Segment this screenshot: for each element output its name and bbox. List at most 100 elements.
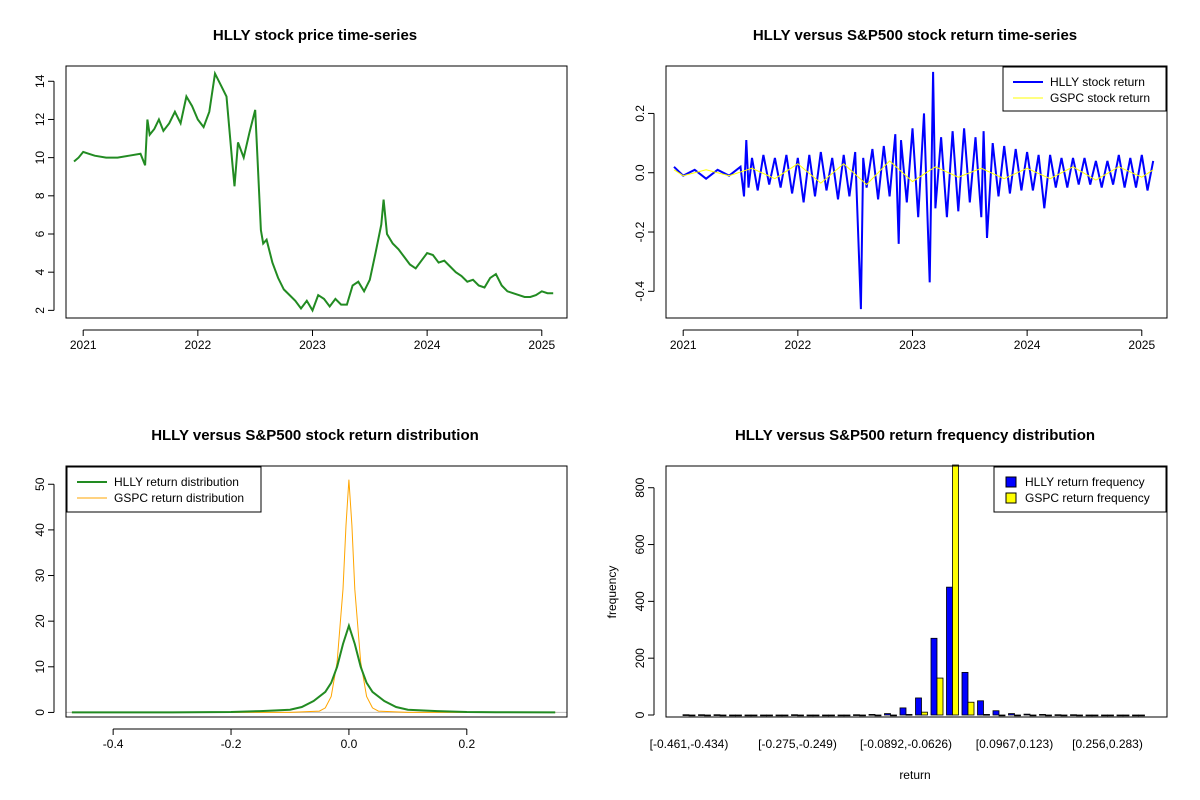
frequency-y-tick-label: 800 xyxy=(633,477,647,497)
price-y-tick-label: 8 xyxy=(33,192,47,199)
distribution-y-axis: 0 10 20 30 40 50 xyxy=(33,477,55,716)
frequency-x-tick-label: [0.256,0.283) xyxy=(1072,737,1143,751)
frequency-plot-frame xyxy=(665,465,1168,718)
frequency-chart-title: HLLY versus S&P500 return frequency dist… xyxy=(735,427,1095,444)
price-x-tick-label: 2023 xyxy=(299,338,326,352)
distribution-legend-hlly-label: HLLY return distribution xyxy=(114,475,239,489)
hlly-frequency-bar xyxy=(1070,714,1077,716)
price-chart-title: HLLY stock price time-series xyxy=(213,27,417,44)
returns-x-tick-label: 2021 xyxy=(670,338,697,352)
gspc-frequency-bar xyxy=(1076,714,1083,717)
hlly-frequency-bar xyxy=(775,714,783,717)
price-y-axis: 2 4 6 8 10 12 14 xyxy=(33,74,55,314)
returns-plot-frame xyxy=(665,65,1168,319)
returns-x-tick-label: 2025 xyxy=(1128,338,1155,352)
hlly-frequency-bar xyxy=(1023,713,1031,716)
gspc-density-line xyxy=(71,479,556,713)
distribution-y-tick-label: 0 xyxy=(33,709,47,716)
distribution-legend-box xyxy=(66,466,262,513)
frequency-y-label: frequency xyxy=(605,566,619,619)
hlly-frequency-bar xyxy=(992,710,1000,716)
hlly-frequency-bar xyxy=(884,713,891,716)
frequency-y-tick-label: 400 xyxy=(633,591,647,611)
gspc-frequency-bar xyxy=(890,714,897,717)
distribution-plot-area xyxy=(66,479,567,714)
frequency-plot-area xyxy=(682,464,1145,717)
returns-x-tick-label: 2023 xyxy=(899,338,926,352)
distribution-x-tick-label: 0.0 xyxy=(341,737,358,751)
hlly-frequency-bar xyxy=(837,714,845,717)
frequency-x-tick-label: [-0.275,-0.249) xyxy=(758,737,837,751)
price-x-tick-label: 2024 xyxy=(414,338,441,352)
returns-y-tick-label: 0.0 xyxy=(633,164,647,181)
frequency-legend-hlly-label: HLLY return frequency xyxy=(1025,475,1145,489)
hlly-frequency-bar xyxy=(1054,714,1062,716)
distribution-x-tick-label: -0.2 xyxy=(221,737,242,751)
distribution-x-tick-label: -0.4 xyxy=(103,737,124,751)
gspc-frequency-bar xyxy=(983,714,990,716)
gspc-frequency-bar xyxy=(1138,714,1145,717)
frequency-legend-gspc-label: GSPC return frequency xyxy=(1025,491,1150,505)
distribution-y-tick-label: 50 xyxy=(33,477,47,491)
gspc-frequency-bar xyxy=(859,714,866,717)
frequency-x-tick-label: [-0.461,-0.434) xyxy=(650,737,729,751)
panel-distribution: HLLY versus S&P500 stock return distribu… xyxy=(33,427,568,751)
gspc-frequency-bar xyxy=(1107,714,1114,717)
frequency-legend-gspc-swatch xyxy=(1005,492,1017,504)
gspc-frequency-bar xyxy=(766,714,773,717)
hlly-frequency-bar xyxy=(915,697,922,716)
gspc-frequency-bar xyxy=(905,714,913,716)
gspc-frequency-bar xyxy=(843,714,851,717)
price-x-tick-label: 2021 xyxy=(70,338,97,352)
returns-x-tick-label: 2022 xyxy=(784,338,811,352)
returns-legend-box xyxy=(1002,66,1167,112)
frequency-x-tick-label: [-0.0892,-0.0626) xyxy=(860,737,952,751)
gspc-frequency-bar xyxy=(874,714,882,717)
hlly-density-line xyxy=(71,622,556,714)
distribution-x-tick-label: 0.2 xyxy=(458,737,475,751)
hlly-frequency-bar xyxy=(930,637,938,716)
gspc-frequency-bar xyxy=(719,714,727,717)
hlly-frequency-bar xyxy=(977,700,984,716)
returns-chart-title: HLLY versus S&P500 stock return time-ser… xyxy=(753,27,1077,44)
gspc-frequency-bar xyxy=(781,714,789,717)
price-y-tick-label: 14 xyxy=(33,74,47,88)
frequency-x-label: return xyxy=(899,768,930,782)
gspc-frequency-bar xyxy=(688,714,696,717)
distribution-y-tick-label: 40 xyxy=(33,523,47,537)
price-series-line xyxy=(73,70,554,313)
gspc-frequency-bar xyxy=(812,714,820,717)
price-y-tick-label: 10 xyxy=(33,151,47,165)
gspc-frequency-bar xyxy=(735,714,742,717)
panel-frequency: HLLY versus S&P500 return frequency dist… xyxy=(605,427,1168,782)
frequency-legend-hlly-swatch xyxy=(1005,476,1017,488)
price-x-axis: 2021 2022 2023 2024 2025 xyxy=(70,329,555,352)
hlly-frequency-bar xyxy=(682,714,690,716)
frequency-legend: HLLY return frequency GSPC return freque… xyxy=(993,466,1167,513)
returns-x-tick-label: 2024 xyxy=(1014,338,1041,352)
frequency-x-axis: [-0.461,-0.434) [-0.275,-0.249) [-0.0892,-… xyxy=(650,737,1143,751)
hlly-frequency-bar xyxy=(946,586,953,716)
gspc-frequency-bar xyxy=(952,464,959,716)
hlly-frequency-bar xyxy=(806,714,814,717)
hlly-frequency-bar xyxy=(791,714,798,716)
returns-legend: HLLY stock return GSPC stock return xyxy=(1002,66,1167,112)
returns-y-tick-label: -0.4 xyxy=(633,281,647,302)
distribution-y-tick-label: 30 xyxy=(33,569,47,583)
gspc-frequency-bar xyxy=(936,677,944,716)
frequency-y-tick-label: 0 xyxy=(633,711,647,718)
frequency-y-tick-label: 600 xyxy=(633,534,647,554)
gspc-frequency-bar xyxy=(1122,714,1130,717)
gspc-frequency-bar xyxy=(1045,714,1052,717)
hlly-return-line xyxy=(673,71,1155,310)
frequency-x-tick-label: [0.0967,0.123) xyxy=(976,737,1053,751)
gspc-frequency-bar xyxy=(704,714,711,717)
frequency-y-tick-label: 200 xyxy=(633,648,647,668)
gspc-frequency-bar xyxy=(1091,714,1099,717)
hlly-frequency-bar xyxy=(1085,714,1093,717)
returns-plot-area xyxy=(673,71,1155,310)
gspc-frequency-bar xyxy=(828,714,835,717)
gspc-frequency-bar xyxy=(797,714,804,717)
